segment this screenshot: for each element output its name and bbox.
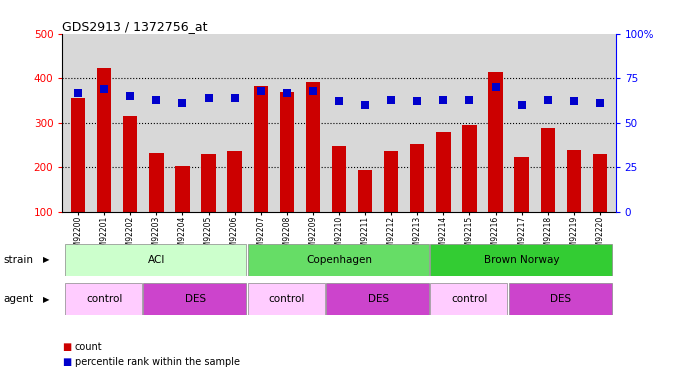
Text: Brown Norway: Brown Norway [484,255,559,265]
Text: GDS2913 / 1372756_at: GDS2913 / 1372756_at [62,20,208,33]
Text: agent: agent [3,294,33,304]
Point [177,100,188,106]
Bar [410,144,424,212]
Bar [254,86,268,212]
Bar [567,150,581,212]
Point [464,97,475,103]
Text: control: control [452,294,487,304]
Bar [227,151,242,212]
Text: strain: strain [3,255,33,265]
Point [256,88,266,94]
Bar [515,157,529,212]
Text: control: control [268,294,305,304]
Bar [436,132,451,212]
Point [595,100,605,106]
Bar [508,283,612,315]
Bar [149,153,163,212]
Text: count: count [75,342,102,352]
Bar [65,283,142,315]
Point [99,86,110,92]
Text: percentile rank within the sample: percentile rank within the sample [75,357,239,367]
Point [438,97,449,103]
Bar [175,166,190,212]
Point [125,93,136,99]
Text: ▶: ▶ [43,255,49,264]
Bar [431,244,612,276]
Text: control: control [86,294,122,304]
Text: ■: ■ [62,342,72,352]
Bar [431,283,507,315]
Bar [358,170,372,212]
Text: DES: DES [367,294,388,304]
Bar [143,283,246,315]
Point [359,102,370,108]
Point [412,99,422,105]
Text: ■: ■ [62,357,72,367]
Text: DES: DES [185,294,206,304]
Bar [97,69,111,212]
Text: Copenhagen: Copenhagen [306,255,372,265]
Point [203,95,214,101]
Point [386,97,397,103]
Bar [593,154,607,212]
Bar [279,92,294,212]
Point [151,97,162,103]
Bar [462,125,477,212]
Bar [488,72,503,212]
Point [334,99,344,105]
Bar [201,154,216,212]
Point [308,88,319,94]
Text: DES: DES [551,294,572,304]
Bar [247,283,325,315]
Bar [65,244,246,276]
Point [568,99,579,105]
Point [542,97,553,103]
Bar [71,98,85,212]
Point [516,102,527,108]
Text: ▶: ▶ [43,295,49,304]
Bar [332,146,346,212]
Point [490,84,501,90]
Point [281,90,292,96]
Bar [123,116,138,212]
Point [229,95,240,101]
Point [73,90,83,96]
Text: ACI: ACI [148,255,165,265]
Bar [384,151,399,212]
Bar [247,244,429,276]
Bar [306,82,320,212]
Bar [326,283,429,315]
Bar [540,128,555,212]
